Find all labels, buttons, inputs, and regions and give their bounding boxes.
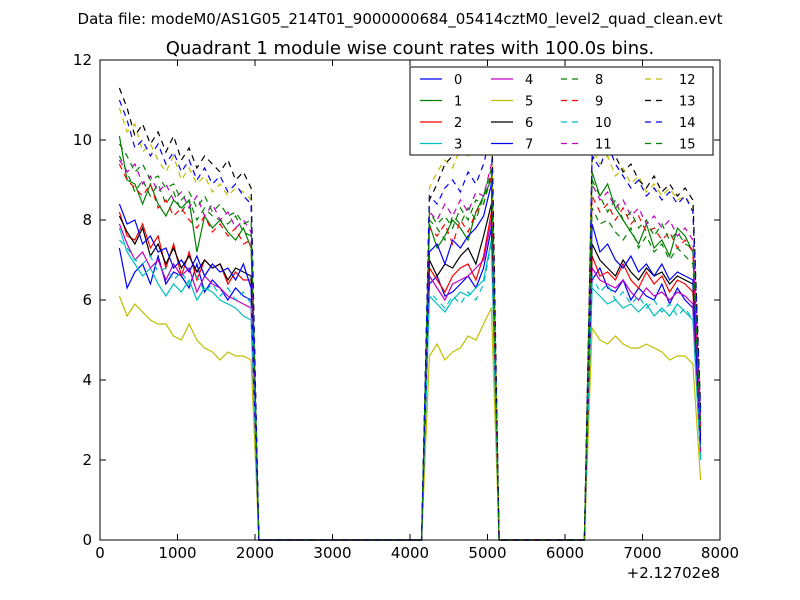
x-offset-label: +2.12702e8 [627,564,720,582]
series-line-13 [118,87,702,541]
figure-suptitle: Data file: modeM0/AS1G05_214T01_90000006… [78,10,723,29]
series-line-5 [118,295,702,541]
legend-label-14: 14 [679,116,696,131]
legend-label-8: 8 [595,73,603,88]
legend-label-10: 10 [595,116,612,131]
legend-label-4: 4 [525,73,533,88]
legend-label-1: 1 [454,95,462,110]
ticks-layer: 0 1000 2000 3000 4000 5000 6000 7000 80000246810… [73,51,739,562]
legend-box [409,66,714,156]
legend-label-15: 15 [679,138,696,153]
series-line-6 [118,203,702,541]
series-line-9 [118,163,702,541]
series-line-8 [118,155,702,541]
x-tick-label: 5000 [468,544,506,562]
x-tick-label: 8000 [701,544,739,562]
series-line-15 [118,143,702,541]
y-tick-label: 2 [82,451,92,469]
y-tick-label: 10 [73,131,92,149]
series-line-7 [118,183,702,541]
series-line-12 [118,107,702,541]
x-tick-label: 1000 [158,544,196,562]
y-tick-label: 6 [82,291,92,309]
chart-title: Quadrant 1 module wise count rates with … [166,38,655,59]
x-tick-label: 6000 [546,544,584,562]
series-line-14 [118,99,702,541]
legend-label-5: 5 [525,95,533,110]
series-line-4 [118,219,702,541]
x-tick-label: 7000 [623,544,661,562]
legend-label-3: 3 [454,138,462,153]
series-line-11 [118,159,702,541]
y-tick-label: 4 [82,371,92,389]
legend-label-11: 11 [595,138,612,153]
legend-label-7: 7 [525,138,533,153]
y-tick-label: 12 [73,51,92,69]
legend-label-6: 6 [525,116,533,131]
series-layer [118,87,702,541]
series-line-10 [118,239,702,541]
legend-label-9: 9 [595,95,603,110]
x-tick-label: 2000 [236,544,274,562]
legend-label-0: 0 [454,73,462,88]
y-tick-label: 0 [82,531,92,549]
legend-label-12: 12 [679,73,696,88]
legend-label-2: 2 [454,116,462,131]
x-tick-label: 0 [95,544,105,562]
x-tick-label: 4000 [391,544,429,562]
legend-label-13: 13 [679,95,696,110]
x-tick-label: 3000 [313,544,351,562]
y-tick-label: 8 [82,211,92,229]
